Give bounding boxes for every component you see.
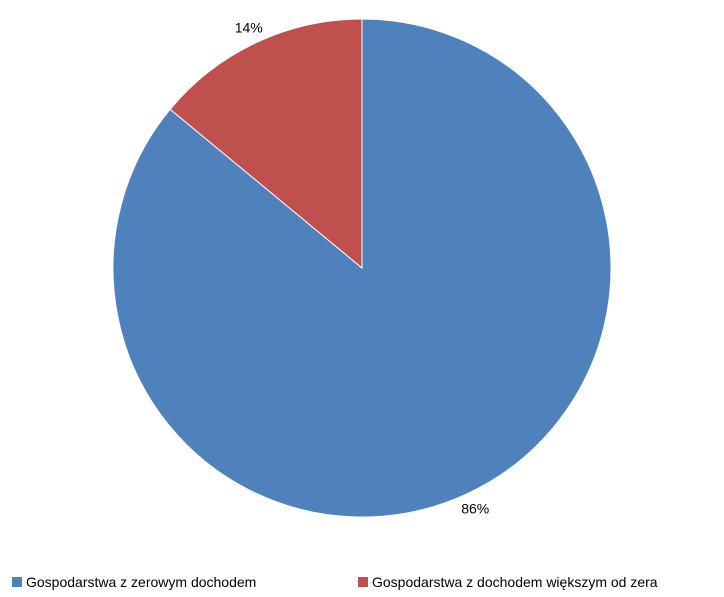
- legend-item-zero-income: Gospodarstwa z zerowym dochodem: [12, 574, 256, 590]
- pie-slices: [112, 18, 612, 518]
- data-label-zero-income: 86%: [461, 501, 489, 517]
- pie-slice-positive-income: [169, 18, 363, 270]
- legend-label-positive-income: Gospodarstwa z dochodem większym od zera: [372, 574, 658, 590]
- chart-legend: Gospodarstwa z zerowym dochodem Gospodar…: [12, 574, 724, 594]
- legend-item-positive-income: Gospodarstwa z dochodem większym od zera: [358, 574, 658, 590]
- legend-swatch-zero-income: [12, 577, 22, 587]
- data-label-positive-income: 14%: [235, 19, 263, 35]
- legend-swatch-positive-income: [358, 577, 368, 587]
- legend-label-zero-income: Gospodarstwa z zerowym dochodem: [26, 574, 257, 590]
- pie-data-labels: 86% 14%: [235, 19, 490, 516]
